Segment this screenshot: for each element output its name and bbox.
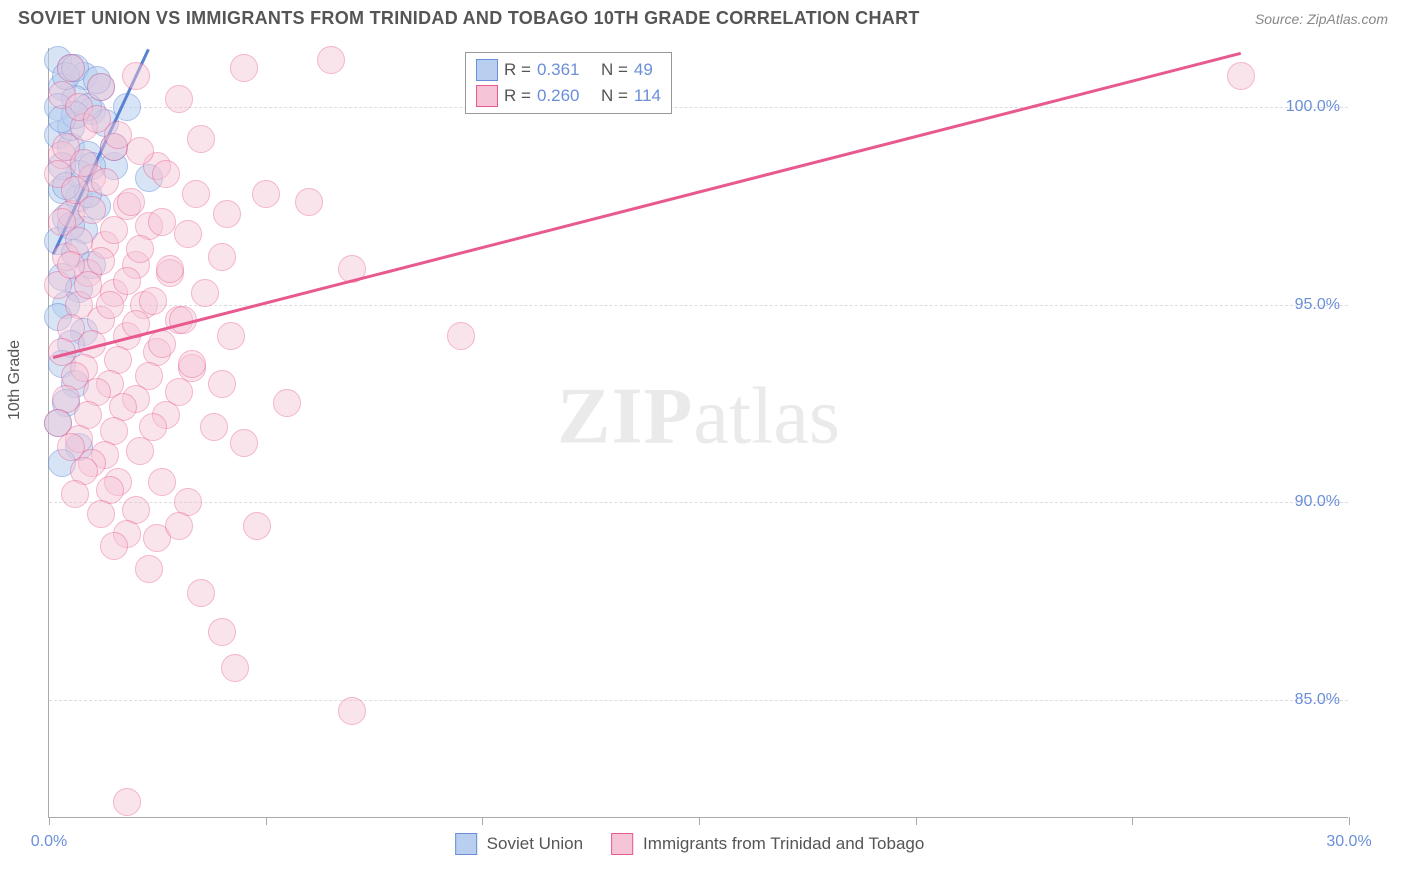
legend-series-label: Immigrants from Trinidad and Tobago bbox=[643, 834, 924, 854]
scatter-point-trinidad bbox=[187, 579, 215, 607]
chart-title: SOVIET UNION VS IMMIGRANTS FROM TRINIDAD… bbox=[18, 8, 920, 29]
legend-n-label: N = bbox=[601, 60, 628, 80]
scatter-point-trinidad bbox=[87, 73, 115, 101]
grid-line bbox=[49, 305, 1348, 306]
chart-header: SOVIET UNION VS IMMIGRANTS FROM TRINIDAD… bbox=[0, 0, 1406, 33]
legend-stats-row: R = 0.361 N = 49 bbox=[476, 57, 661, 83]
scatter-point-trinidad bbox=[96, 291, 124, 319]
legend-n-value: 49 bbox=[634, 60, 653, 80]
legend-r-label: R = bbox=[504, 60, 531, 80]
scatter-point-trinidad bbox=[126, 137, 154, 165]
scatter-point-trinidad bbox=[152, 160, 180, 188]
x-tick bbox=[1349, 817, 1350, 825]
scatter-point-trinidad bbox=[338, 697, 366, 725]
legend-stats: R = 0.361 N = 49 R = 0.260 N = 114 bbox=[465, 52, 672, 114]
scatter-point-trinidad bbox=[208, 370, 236, 398]
legend-series: Soviet Union Immigrants from Trinidad and… bbox=[455, 833, 943, 855]
scatter-point-trinidad bbox=[148, 468, 176, 496]
legend-r-value: 0.361 bbox=[537, 60, 595, 80]
x-tick-label: 0.0% bbox=[31, 833, 67, 851]
scatter-point-trinidad bbox=[148, 208, 176, 236]
y-axis-title: 10th Grade bbox=[6, 340, 24, 420]
legend-series-label: Soviet Union bbox=[487, 834, 583, 854]
y-tick-label: 100.0% bbox=[1286, 98, 1340, 116]
scatter-point-trinidad bbox=[135, 555, 163, 583]
scatter-point-trinidad bbox=[156, 255, 184, 283]
scatter-point-trinidad bbox=[217, 322, 245, 350]
scatter-point-trinidad bbox=[208, 618, 236, 646]
x-tick bbox=[266, 817, 267, 825]
scatter-point-trinidad bbox=[100, 216, 128, 244]
scatter-point-trinidad bbox=[126, 235, 154, 263]
scatter-point-trinidad bbox=[182, 180, 210, 208]
grid-line bbox=[49, 700, 1348, 701]
scatter-point-trinidad bbox=[139, 287, 167, 315]
scatter-point-trinidad bbox=[191, 279, 219, 307]
scatter-point-trinidad bbox=[317, 46, 345, 74]
scatter-point-trinidad bbox=[213, 200, 241, 228]
x-tick bbox=[1132, 817, 1133, 825]
legend-swatch bbox=[476, 85, 498, 107]
watermark-part2: atlas bbox=[693, 373, 840, 461]
legend-swatch bbox=[611, 833, 633, 855]
scatter-point-trinidad bbox=[174, 220, 202, 248]
scatter-point-trinidad bbox=[113, 267, 141, 295]
scatter-chart: ZIPatlas 85.0%90.0%95.0%100.0%0.0%30.0%R… bbox=[48, 48, 1348, 818]
x-tick bbox=[916, 817, 917, 825]
scatter-point-trinidad bbox=[252, 180, 280, 208]
scatter-point-trinidad bbox=[87, 500, 115, 528]
scatter-point-trinidad bbox=[148, 330, 176, 358]
scatter-point-trinidad bbox=[178, 350, 206, 378]
legend-swatch bbox=[455, 833, 477, 855]
grid-line bbox=[49, 502, 1348, 503]
scatter-point-trinidad bbox=[117, 188, 145, 216]
scatter-point-trinidad bbox=[295, 188, 323, 216]
legend-n-value: 114 bbox=[634, 86, 661, 106]
scatter-point-trinidad bbox=[61, 480, 89, 508]
scatter-point-trinidad bbox=[221, 654, 249, 682]
scatter-point-trinidad bbox=[165, 85, 193, 113]
y-tick-label: 90.0% bbox=[1295, 493, 1340, 511]
x-tick bbox=[49, 817, 50, 825]
scatter-point-trinidad bbox=[126, 437, 154, 465]
legend-swatch bbox=[476, 59, 498, 81]
legend-stats-row: R = 0.260 N = 114 bbox=[476, 83, 661, 109]
scatter-point-trinidad bbox=[57, 54, 85, 82]
scatter-point-trinidad bbox=[1227, 62, 1255, 90]
scatter-point-trinidad bbox=[230, 429, 258, 457]
y-tick-label: 95.0% bbox=[1295, 296, 1340, 314]
scatter-point-trinidad bbox=[70, 149, 98, 177]
chart-source: Source: ZipAtlas.com bbox=[1255, 11, 1388, 27]
scatter-point-trinidad bbox=[113, 788, 141, 816]
watermark-part1: ZIP bbox=[557, 373, 693, 461]
y-tick-label: 85.0% bbox=[1295, 691, 1340, 709]
scatter-point-trinidad bbox=[91, 168, 119, 196]
scatter-point-trinidad bbox=[208, 243, 236, 271]
legend-n-label: N = bbox=[601, 86, 628, 106]
scatter-point-trinidad bbox=[243, 512, 271, 540]
x-tick-label: 30.0% bbox=[1326, 833, 1371, 851]
x-tick bbox=[482, 817, 483, 825]
scatter-point-trinidad bbox=[74, 271, 102, 299]
watermark: ZIPatlas bbox=[557, 372, 840, 463]
scatter-point-trinidad bbox=[165, 512, 193, 540]
legend-r-label: R = bbox=[504, 86, 531, 106]
scatter-point-trinidad bbox=[447, 322, 475, 350]
x-tick bbox=[699, 817, 700, 825]
legend-r-value: 0.260 bbox=[537, 86, 595, 106]
scatter-point-trinidad bbox=[122, 62, 150, 90]
scatter-point-trinidad bbox=[187, 125, 215, 153]
scatter-point-trinidad bbox=[78, 196, 106, 224]
scatter-point-trinidad bbox=[230, 54, 258, 82]
scatter-point-trinidad bbox=[100, 532, 128, 560]
scatter-point-trinidad bbox=[200, 413, 228, 441]
scatter-point-trinidad bbox=[273, 389, 301, 417]
grid-line bbox=[49, 107, 1348, 108]
